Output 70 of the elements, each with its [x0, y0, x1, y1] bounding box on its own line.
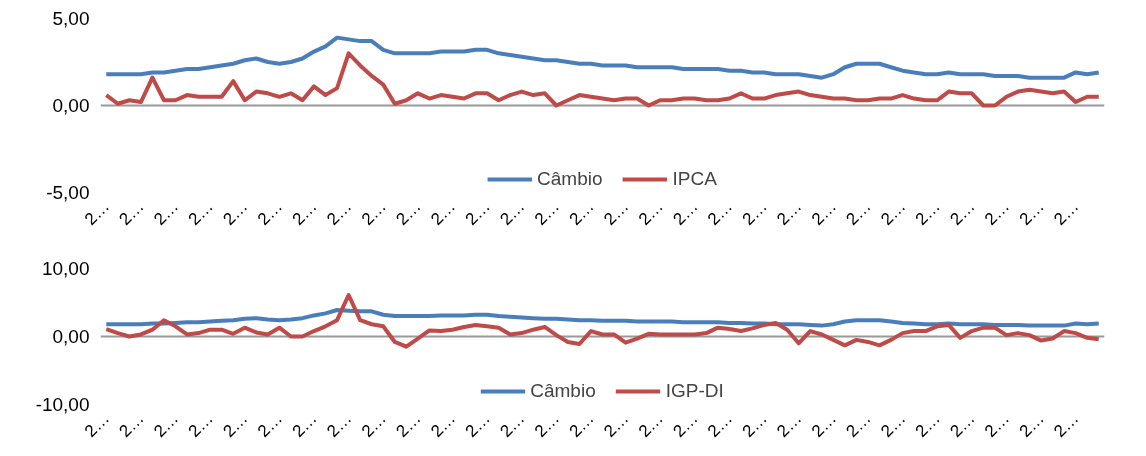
x-tick-label: 2… — [461, 196, 494, 229]
x-tick-label: 2… — [184, 408, 217, 441]
x-tick-label: 2… — [634, 196, 667, 229]
line-series — [104, 51, 1101, 108]
x-tick-label: 2… — [669, 408, 702, 441]
x-tick-label: 2… — [323, 408, 356, 441]
x-tick-label: 2… — [807, 408, 841, 441]
x-tick-label: 2… — [253, 408, 287, 441]
x-tick-label: 2… — [669, 196, 702, 229]
x-tick-label: 2… — [1015, 408, 1048, 441]
x-tick-label: 2… — [946, 408, 979, 441]
x-tick-label: 2… — [392, 408, 425, 441]
x-tick-label: 2… — [911, 408, 944, 441]
x-tick-label: 2… — [634, 408, 667, 441]
x-tick-label: 2… — [807, 196, 841, 229]
x-tick-label: 2… — [427, 196, 460, 229]
line-series — [104, 307, 1101, 328]
x-tick-label: 2… — [565, 408, 598, 441]
x-tick-label: 2… — [357, 408, 390, 441]
legend-label: Câmbio — [530, 380, 596, 402]
x-tick-label: 2… — [911, 196, 944, 229]
x-tick-label: 2… — [600, 196, 633, 229]
x-tick-label: 2… — [219, 196, 252, 229]
x-tick-label: 2… — [150, 408, 183, 441]
x-tick-label: 2… — [842, 196, 875, 229]
x-tick-label: 2… — [565, 196, 598, 229]
x-tick-label: 2… — [357, 196, 390, 229]
x-tick-label: 2… — [150, 196, 183, 229]
y-tick-label: 10,00 — [41, 258, 90, 279]
x-tick-label: 2… — [738, 196, 771, 229]
x-tick-label: 2… — [461, 408, 494, 441]
x-tick-label: 2… — [704, 408, 737, 441]
y-tick-label: 0,00 — [52, 326, 90, 347]
x-tick-label: 2… — [877, 196, 910, 229]
x-tick-label: 2… — [323, 196, 356, 229]
y-tick-label: -5,00 — [46, 182, 90, 203]
legend-label: IGP-DI — [665, 380, 724, 402]
x-tick-label: 2… — [773, 196, 806, 229]
line-series — [104, 293, 1101, 349]
x-tick-label: 2… — [1015, 196, 1048, 229]
x-tick-label: 2… — [392, 196, 425, 229]
legend-label: IPCA — [672, 168, 717, 190]
legend-label: Câmbio — [537, 168, 603, 190]
x-tick-label: 2… — [980, 196, 1014, 229]
y-tick-label: -10,00 — [35, 394, 90, 415]
x-tick-label: 2… — [427, 408, 460, 441]
x-tick-label: 2… — [600, 408, 633, 441]
x-tick-label: 2… — [1050, 196, 1083, 229]
x-tick-label: 2… — [738, 408, 771, 441]
x-tick-label: 2… — [980, 408, 1014, 441]
y-tick-label: 0,00 — [52, 95, 90, 116]
x-tick-label: 2… — [842, 408, 875, 441]
x-tick-label: 2… — [946, 196, 979, 229]
x-tick-label: 2… — [530, 408, 564, 441]
y-tick-label: 5,00 — [52, 8, 90, 29]
x-tick-label: 2… — [115, 196, 148, 229]
x-tick-label: 2… — [219, 408, 252, 441]
x-tick-label: 2… — [496, 196, 529, 229]
x-tick-label: 2… — [773, 408, 806, 441]
x-tick-label: 2… — [1050, 408, 1083, 441]
x-tick-label: 2… — [288, 196, 321, 229]
x-tick-label: 2… — [704, 196, 737, 229]
x-tick-label: 2… — [496, 408, 529, 441]
x-tick-label: 2… — [288, 408, 321, 441]
x-tick-label: 2… — [184, 196, 217, 229]
x-tick-label: 2… — [253, 196, 287, 229]
line-series — [104, 35, 1101, 80]
x-tick-label: 2… — [115, 408, 148, 441]
x-tick-label: 2… — [530, 196, 564, 229]
x-tick-label: 2… — [877, 408, 910, 441]
